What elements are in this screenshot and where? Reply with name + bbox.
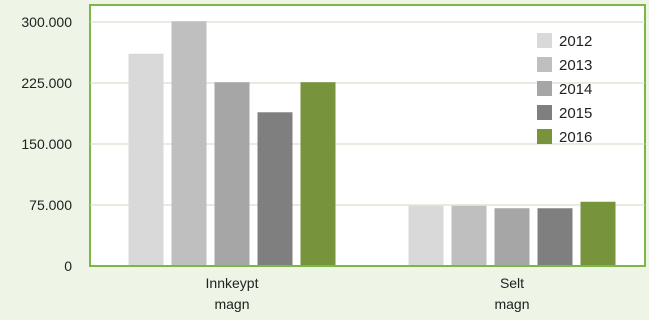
legend-label-2016: 2016 (559, 129, 592, 146)
x-category-label: Innkeypt (206, 275, 259, 291)
bar-2014-1 (214, 82, 250, 266)
legend-swatch-2013 (537, 57, 552, 72)
bar-2016-1 (300, 82, 336, 266)
bar-2015-1 (257, 112, 293, 266)
bar-2016-2 (580, 201, 616, 266)
x-category-label: magn (214, 296, 249, 312)
bar-2013-2 (451, 205, 487, 266)
bar-2013-1 (171, 21, 207, 267)
legend-label-2015: 2015 (559, 105, 592, 122)
bar-2012-2 (408, 205, 444, 266)
legend-swatch-2012 (537, 33, 552, 48)
bar-2015-2 (537, 208, 573, 266)
legend-label-2013: 2013 (559, 57, 592, 74)
y-tick-label: 0 (64, 258, 72, 274)
legend-label-2014: 2014 (559, 81, 592, 98)
y-tick-label: 150.000 (21, 136, 72, 152)
bar-2014-2 (494, 208, 530, 266)
legend-label-2012: 2012 (559, 33, 592, 50)
bar-2012-1 (128, 53, 164, 266)
x-category-label: magn (494, 296, 529, 312)
x-category-label: Selt (500, 275, 524, 291)
legend-swatch-2014 (537, 81, 552, 96)
y-tick-label: 225.000 (21, 75, 72, 91)
y-tick-label: 300.000 (21, 14, 72, 30)
legend-swatch-2015 (537, 105, 552, 120)
y-tick-label: 75.000 (29, 197, 72, 213)
legend-swatch-2016 (537, 129, 552, 144)
